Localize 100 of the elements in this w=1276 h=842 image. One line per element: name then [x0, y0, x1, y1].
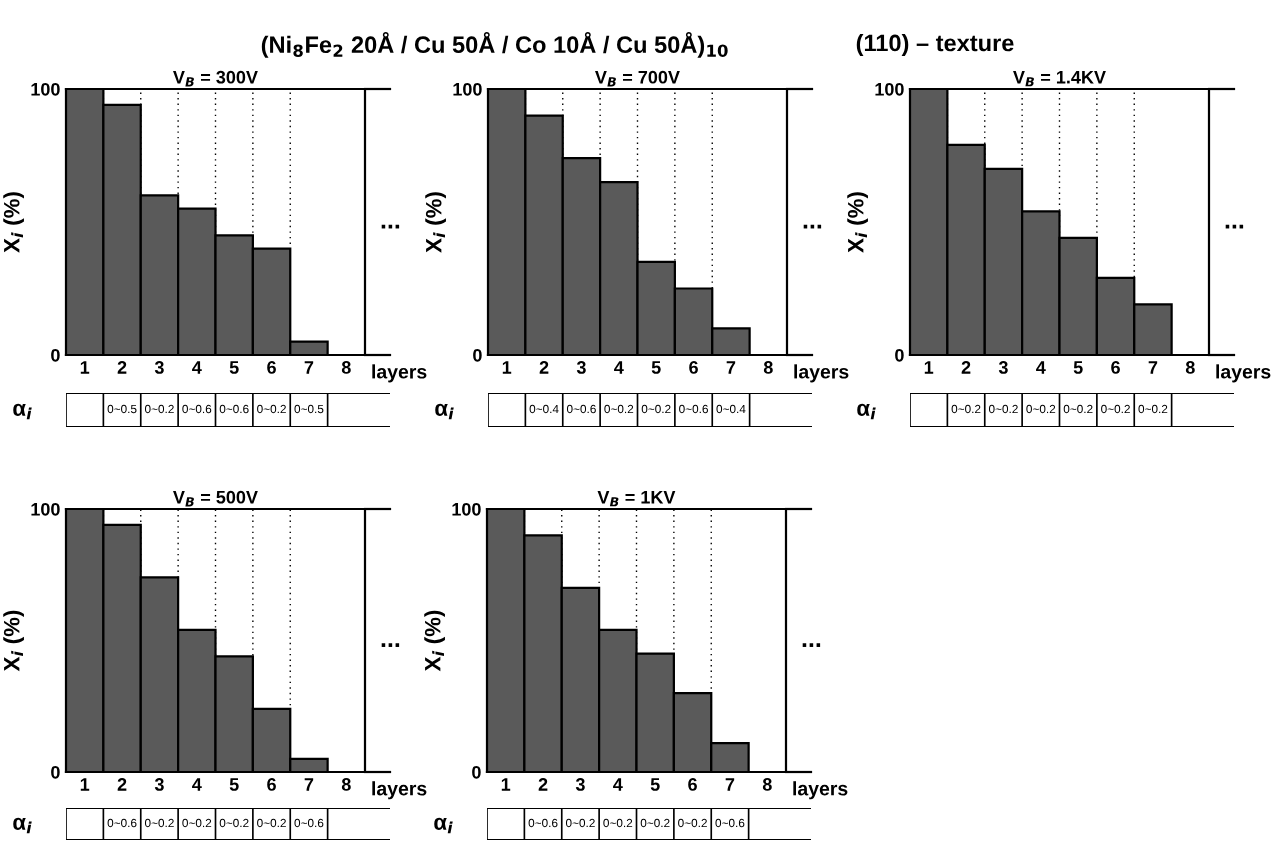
text: 0~0.6: [679, 404, 708, 414]
x-tick-label: 3: [576, 361, 586, 374]
x-tick-label: 1: [80, 361, 90, 374]
text: 0~0.2: [1063, 404, 1093, 414]
x-tick-label: 4: [192, 778, 202, 791]
x-tick-label: 8: [341, 361, 351, 374]
y-tick-label: 0: [895, 348, 904, 362]
x-axis-title: layers: [372, 781, 427, 800]
y-tick-label: 0: [51, 348, 60, 362]
y-axis-title: X$_{i}$ (%): [3, 610, 24, 672]
text: (110) – texture: [856, 34, 1014, 56]
y-tick-label: 100: [31, 82, 60, 96]
y-tick-label: 0: [51, 765, 60, 779]
y-axis-title: X$_{i}$ (%): [3, 192, 24, 253]
x-tick-label: 3: [575, 778, 585, 791]
text: α$_{i}$: [857, 403, 876, 420]
x-tick-label: 6: [267, 361, 276, 374]
x-tick-label: 1: [502, 361, 512, 374]
text: 0~0.2: [951, 404, 981, 414]
x-tick-label: 2: [961, 361, 971, 374]
y-tick-label: 100: [31, 502, 60, 516]
text: 0~0.6: [107, 818, 137, 828]
chart-title: V$_{B}$ = 700V: [595, 70, 680, 87]
text: 0~0.5: [107, 404, 137, 414]
text: 0~0.2: [678, 818, 707, 828]
x-axis-title: layers: [372, 364, 427, 383]
text: 0~0.2: [257, 404, 286, 414]
x-tick-label: 8: [762, 778, 772, 791]
x-tick-label: 2: [117, 778, 127, 791]
text: 0~0.2: [182, 818, 212, 828]
x-axis-title: layers: [794, 364, 849, 383]
x-tick-label: 5: [650, 778, 660, 791]
text: 0~0.2: [565, 818, 595, 828]
chart-title: V$_{B}$ = 1KV: [597, 490, 676, 507]
y-axis-title: X$_{i}$ (%): [424, 610, 445, 672]
text: ...: [1225, 224, 1244, 229]
text: ...: [802, 643, 821, 647]
x-tick-label: 3: [154, 778, 164, 791]
text: 0~0.6: [566, 404, 596, 414]
text: 0~0.6: [715, 818, 745, 828]
x-tick-label: 2: [117, 361, 127, 374]
text: ...: [803, 224, 822, 229]
text: ...: [381, 643, 400, 647]
text: 0~0.2: [603, 818, 633, 828]
x-tick-label: 4: [614, 361, 624, 374]
text: 0~0.2: [988, 404, 1018, 414]
y-tick-label: 100: [453, 82, 482, 96]
text: α$_{i}$: [434, 817, 453, 834]
text: 0~0.2: [641, 404, 671, 414]
text: 0~0.6: [528, 818, 558, 828]
x-tick-label: 7: [304, 778, 314, 791]
x-tick-label: 2: [539, 361, 549, 374]
x-tick-label: 5: [229, 361, 239, 374]
x-tick-label: 7: [725, 778, 735, 791]
x-tick-label: 8: [341, 778, 351, 791]
text: (Ni$_{8}$Fe$_{2}$ 20Å / Cu 50Å / Co 10Å / Cu 50Å)$_{10}$: [261, 32, 728, 58]
x-axis-title: layers: [793, 781, 848, 800]
text: 0~0.4: [529, 404, 559, 414]
y-tick-label: 0: [472, 765, 481, 779]
text: 0~0.4: [716, 404, 746, 414]
x-tick-label: 1: [501, 778, 511, 791]
x-tick-label: 4: [613, 778, 623, 791]
text: 0~0.2: [257, 818, 286, 828]
x-tick-label: 4: [1036, 361, 1046, 374]
x-tick-label: 3: [998, 361, 1008, 374]
chart-title: V$_{B}$ = 300V: [173, 70, 258, 87]
chart-title: V$_{B}$ = 500V: [173, 490, 258, 507]
text: 0~0.2: [219, 818, 249, 828]
x-tick-label: 7: [304, 361, 314, 374]
text: 0~0.2: [1138, 404, 1168, 414]
x-tick-label: 1: [924, 361, 934, 374]
x-tick-label: 8: [1185, 361, 1195, 374]
x-tick-label: 6: [1111, 361, 1120, 374]
x-tick-label: 6: [689, 361, 698, 374]
x-tick-label: 1: [80, 778, 90, 791]
text: α$_{i}$: [435, 403, 454, 420]
x-tick-label: 5: [651, 361, 661, 374]
text: 0~0.6: [294, 818, 324, 828]
y-tick-label: 100: [452, 502, 481, 516]
y-axis-title: X$_{i}$ (%): [425, 192, 446, 253]
text: 0~0.2: [1101, 404, 1130, 414]
text: 0~0.6: [182, 404, 212, 414]
x-tick-label: 5: [1073, 361, 1083, 374]
text: α$_{i}$: [13, 817, 32, 834]
text: α$_{i}$: [13, 403, 32, 420]
x-tick-label: 3: [154, 361, 164, 374]
x-axis-title: layers: [1216, 364, 1271, 383]
x-tick-label: 5: [229, 778, 239, 791]
y-tick-label: 0: [473, 348, 482, 362]
text: 0~0.2: [1026, 404, 1056, 414]
x-tick-label: 7: [726, 361, 736, 374]
text: 0~0.2: [640, 818, 670, 828]
text: 0~0.2: [604, 404, 634, 414]
chart-title: V$_{B}$ = 1.4KV: [1013, 70, 1106, 87]
y-tick-label: 100: [875, 82, 904, 96]
x-tick-label: 8: [763, 361, 773, 374]
x-tick-label: 7: [1148, 361, 1158, 374]
text: 0~0.6: [219, 404, 249, 414]
text: 0~0.5: [294, 404, 324, 414]
x-tick-label: 4: [192, 361, 202, 374]
